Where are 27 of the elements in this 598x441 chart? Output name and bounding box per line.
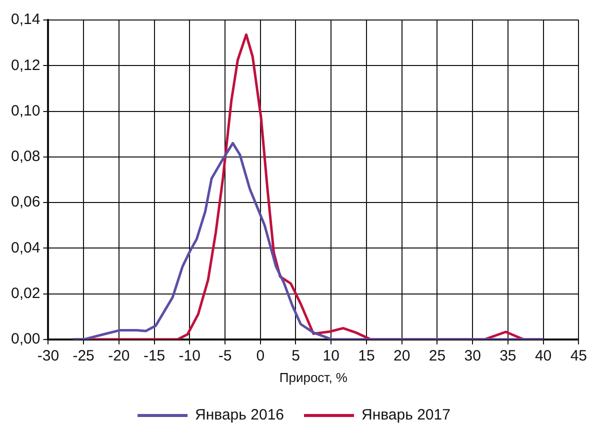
y-tick-label: 0,12 (10, 56, 40, 74)
x-tick-label: 35 (500, 348, 516, 365)
x-tick-label: -5 (218, 348, 232, 365)
x-tick-label: 10 (322, 348, 340, 365)
x-tick-label: 45 (570, 348, 587, 365)
x-tick-label: 25 (428, 348, 446, 365)
legend-label: Январь 2016 (195, 406, 284, 424)
y-tick-label: 0,02 (10, 284, 40, 302)
y-tick-label: 0,04 (10, 239, 40, 256)
y-tick-label: 0,00 (10, 330, 40, 348)
y-tick-label: 0,06 (10, 194, 40, 211)
legend-label: Январь 2017 (362, 406, 450, 424)
x-tick-label: -20 (108, 348, 130, 365)
y-tick-label: 0,10 (10, 102, 40, 120)
x-tick-label: 15 (358, 348, 375, 365)
y-tick-label: 0,14 (10, 11, 40, 28)
x-tick-label: -15 (143, 348, 166, 365)
x-tick-label: -30 (37, 348, 60, 365)
y-tick-label: 0,08 (10, 148, 40, 166)
x-tick-label: 0 (256, 348, 265, 365)
x-axis-title: Прирост, % (279, 370, 348, 385)
x-tick-label: -25 (72, 348, 94, 365)
x-tick-label: -10 (178, 348, 200, 365)
x-tick-label: 5 (292, 348, 300, 365)
x-tick-label: 30 (464, 348, 481, 365)
x-tick-label: 40 (534, 348, 552, 365)
x-tick-label: 20 (393, 348, 410, 365)
